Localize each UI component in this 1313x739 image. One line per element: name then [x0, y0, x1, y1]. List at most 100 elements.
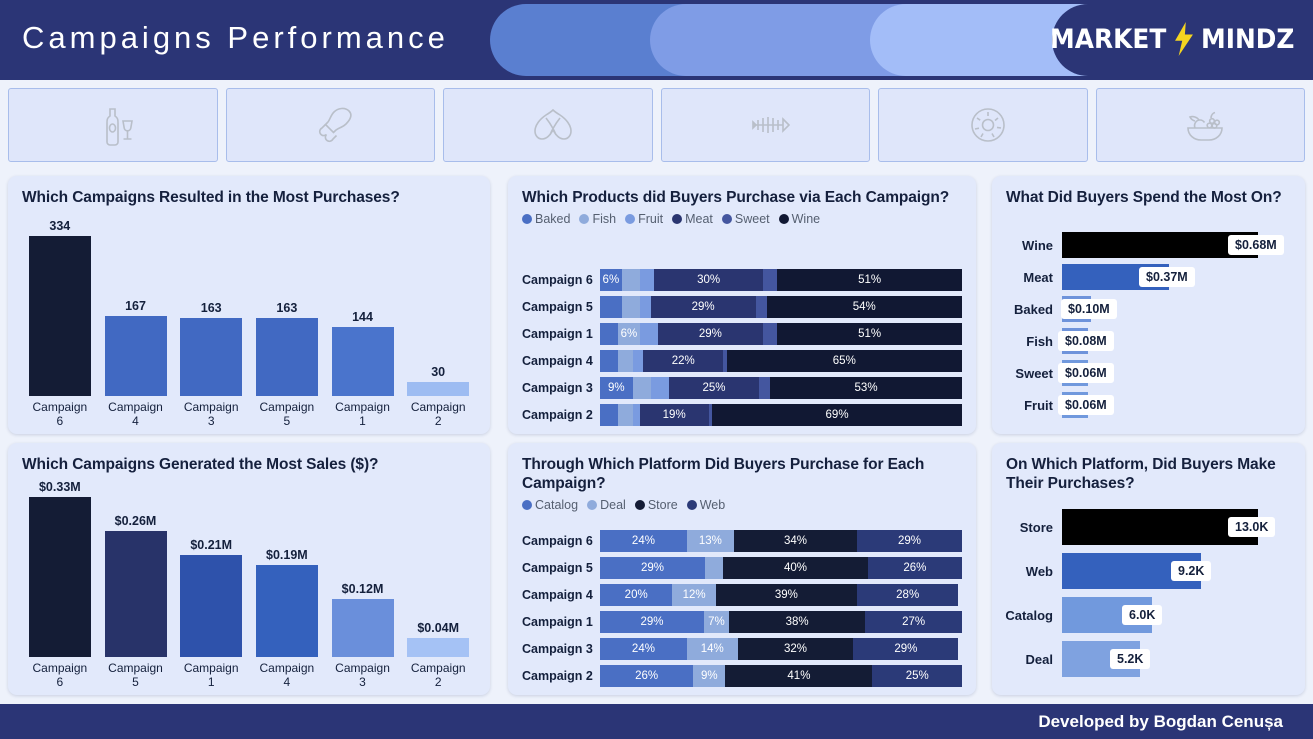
stacked-segment-meat[interactable]: 29%	[650, 296, 756, 318]
stacked-segment-deal[interactable]: 9%	[693, 665, 726, 687]
stacked-segment-wine[interactable]: 51%	[777, 269, 962, 291]
bar-rect[interactable]	[28, 236, 91, 396]
stacked-segment-web[interactable]: 28%	[857, 584, 959, 606]
stacked-segment-wine[interactable]: 51%	[777, 323, 962, 345]
bar-rect[interactable]	[180, 318, 243, 396]
stacked-segment-fish[interactable]	[632, 377, 651, 399]
kpi-card-baked[interactable]	[443, 88, 653, 162]
stacked-bar-row[interactable]: Campaign 1 29% 7% 38% 27%	[522, 611, 962, 633]
legend-item-deal[interactable]: Deal	[587, 498, 626, 512]
bar-group[interactable]: $0.33M Campaign 6	[22, 480, 98, 689]
stacked-segment-deal[interactable]: 7%	[703, 611, 730, 633]
hbar-row[interactable]: Baked $0.10M	[1004, 296, 1295, 322]
bar-group[interactable]: $0.04M Campaign 2	[400, 481, 476, 689]
stacked-bar-row[interactable]: Campaign 6 6% 30% 51%	[522, 269, 962, 291]
stacked-bar-row[interactable]: Campaign 1 6% 29% 51%	[522, 323, 962, 345]
stacked-segment-web[interactable]: 29%	[853, 638, 959, 660]
stacked-segment-fish[interactable]	[618, 404, 633, 426]
hbar-row[interactable]: Web 9.2K	[1004, 553, 1295, 589]
bar-group[interactable]: 167 Campaign 4	[98, 214, 174, 428]
bar-rect[interactable]	[104, 531, 167, 657]
bar-group[interactable]: 163 Campaign 5	[249, 214, 325, 428]
stacked-segment-sweet[interactable]	[762, 323, 778, 345]
hbar-row[interactable]: Sweet $0.06M	[1004, 360, 1295, 386]
bar-rect[interactable]	[331, 327, 394, 396]
stacked-segment-store[interactable]: 39%	[715, 584, 857, 606]
stacked-segment-meat[interactable]: 30%	[654, 269, 763, 291]
hbar-row[interactable]: Catalog 6.0K	[1004, 597, 1295, 633]
bar-rect[interactable]	[104, 316, 167, 396]
stacked-segment-deal[interactable]: 12%	[672, 584, 716, 606]
stacked-bar-row[interactable]: Campaign 2 26% 9% 41% 25%	[522, 665, 963, 687]
hbar-row[interactable]: Store 13.0K	[1004, 509, 1295, 545]
stacked-segment-fruit[interactable]	[632, 404, 640, 426]
stacked-segment-web[interactable]: 26%	[867, 557, 962, 579]
stacked-segment-baked[interactable]	[600, 350, 619, 372]
stacked-segment-sweet[interactable]	[755, 296, 767, 318]
stacked-segment-sweet[interactable]	[762, 269, 778, 291]
bar-group[interactable]: $0.12M Campaign 3	[325, 481, 401, 689]
kpi-card-meat[interactable]	[225, 88, 435, 162]
bar-rect[interactable]	[255, 565, 318, 657]
stacked-segment-deal[interactable]: 14%	[686, 638, 738, 660]
bar-group[interactable]: 144 Campaign 1	[325, 214, 401, 428]
kpi-card-fish[interactable]	[660, 88, 870, 162]
stacked-segment-fruit[interactable]	[632, 350, 644, 372]
hbar-row[interactable]: Fruit $0.06M	[1004, 392, 1295, 418]
legend-item-baked[interactable]: Baked	[522, 212, 570, 226]
bar-rect[interactable]	[255, 318, 318, 396]
stacked-segment-fruit[interactable]	[639, 296, 651, 318]
stacked-segment-meat[interactable]: 25%	[668, 377, 760, 399]
stacked-bar-row[interactable]: Campaign 4 22% 65%	[522, 350, 962, 372]
stacked-bar-row[interactable]: Campaign 6 24% 13% 34% 29%	[522, 530, 962, 552]
stacked-segment-store[interactable]: 34%	[733, 530, 857, 552]
legend-item-fruit[interactable]: Fruit	[625, 212, 663, 226]
stacked-segment-web[interactable]: 27%	[865, 611, 962, 633]
hbar-row[interactable]: Deal 5.2K	[1004, 641, 1295, 677]
legend-item-sweet[interactable]: Sweet	[721, 212, 770, 226]
stacked-segment-store[interactable]: 38%	[729, 611, 866, 633]
bar-group[interactable]: 163 Campaign 3	[173, 214, 249, 428]
bar-rect[interactable]	[407, 638, 470, 657]
bar-rect[interactable]	[331, 599, 394, 657]
stacked-segment-fruit[interactable]	[650, 377, 669, 399]
stacked-segment-wine[interactable]: 65%	[726, 350, 962, 372]
stacked-segment-web[interactable]: 25%	[872, 665, 963, 687]
stacked-segment-store[interactable]: 32%	[737, 638, 854, 660]
legend-item-meat[interactable]: Meat	[672, 212, 713, 226]
stacked-segment-meat[interactable]: 29%	[657, 323, 763, 345]
stacked-bar-row[interactable]: Campaign 2 19% 69%	[522, 404, 962, 426]
bar-group[interactable]: $0.21M Campaign 1	[173, 481, 249, 689]
stacked-segment-deal[interactable]	[704, 557, 724, 579]
stacked-segment-fish[interactable]: 6%	[618, 323, 640, 345]
bar-rect[interactable]	[180, 555, 243, 657]
legend-item-wine[interactable]: Wine	[778, 212, 820, 226]
stacked-segment-web[interactable]: 29%	[857, 530, 962, 552]
stacked-segment-baked[interactable]: 9%	[600, 377, 633, 399]
stacked-bar-row[interactable]: Campaign 3 24% 14% 32% 29%	[522, 638, 962, 660]
stacked-segment-wine[interactable]: 53%	[770, 377, 962, 399]
stacked-segment-baked[interactable]	[600, 296, 622, 318]
stacked-segment-baked[interactable]	[600, 404, 619, 426]
stacked-segment-baked[interactable]	[600, 323, 619, 345]
bar-rect[interactable]	[28, 497, 91, 657]
stacked-segment-catalog[interactable]: 26%	[600, 665, 694, 687]
kpi-card-sweet[interactable]	[878, 88, 1088, 162]
hbar-row[interactable]: Fish $0.08M	[1004, 328, 1295, 354]
stacked-segment-catalog[interactable]: 29%	[600, 611, 704, 633]
stacked-segment-catalog[interactable]: 24%	[600, 530, 687, 552]
stacked-segment-baked[interactable]: 6%	[600, 269, 622, 291]
hbar-rect[interactable]	[1062, 509, 1258, 545]
hbar-row[interactable]: Wine $0.68M	[1004, 232, 1295, 258]
stacked-segment-store[interactable]: 41%	[725, 665, 873, 687]
legend-item-catalog[interactable]: Catalog	[522, 498, 578, 512]
kpi-card-wine[interactable]	[8, 88, 218, 162]
stacked-segment-sweet[interactable]	[723, 350, 727, 372]
legend-item-fish[interactable]: Fish	[579, 212, 616, 226]
bar-rect[interactable]	[407, 382, 470, 396]
stacked-segment-deal[interactable]: 13%	[686, 530, 734, 552]
stacked-segment-fruit[interactable]	[639, 269, 655, 291]
stacked-segment-catalog[interactable]: 29%	[600, 557, 705, 579]
stacked-segment-fish[interactable]	[621, 296, 640, 318]
stacked-segment-wine[interactable]: 69%	[712, 404, 962, 426]
